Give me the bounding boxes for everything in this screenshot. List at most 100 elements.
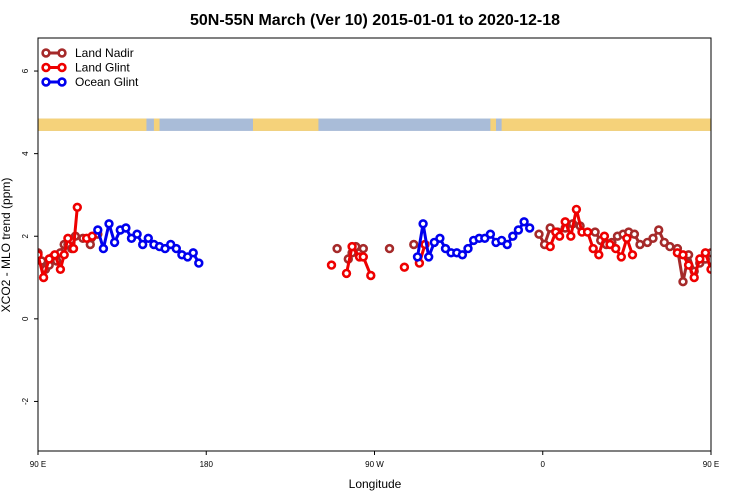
data-point <box>616 252 626 262</box>
legend-marker <box>57 62 67 73</box>
data-point <box>741 243 748 250</box>
data-point <box>678 250 688 260</box>
data-point <box>524 223 535 233</box>
data-point <box>341 268 352 279</box>
data-point <box>384 243 395 254</box>
y-axis: -2 0 2 4 6 <box>21 68 38 405</box>
data-point <box>72 202 83 213</box>
data-point <box>590 227 600 237</box>
legend-item: Ocean Glint <box>41 75 139 89</box>
data-point <box>545 241 555 252</box>
data-point <box>730 233 737 240</box>
x-tick-label: 90 E <box>30 460 46 469</box>
data-point <box>534 229 544 239</box>
legend-marker <box>41 62 51 73</box>
data-point <box>485 229 496 239</box>
legend-label: Land Glint <box>75 61 130 75</box>
data-point <box>665 241 675 252</box>
data-point <box>713 237 720 244</box>
data-point <box>50 250 60 260</box>
data-point <box>599 231 610 241</box>
data-point <box>554 231 565 241</box>
data-point <box>104 219 114 229</box>
data-point <box>409 239 419 250</box>
series-line <box>743 226 750 249</box>
x-tick-label: 180 <box>200 460 214 469</box>
y-tick-label: 6 <box>21 68 30 73</box>
map-strip-land <box>490 118 497 131</box>
data-point <box>724 247 731 254</box>
data-point <box>683 260 694 270</box>
data-point <box>435 233 445 244</box>
data-point <box>689 272 699 283</box>
data-point <box>588 243 598 254</box>
data-point <box>132 229 142 239</box>
data-point <box>739 229 746 236</box>
data-point <box>594 250 604 260</box>
data-point <box>121 223 131 233</box>
map-strip-land <box>38 118 147 131</box>
x-tick-label: 90 W <box>365 460 384 469</box>
data-point <box>399 262 410 272</box>
data-point <box>98 243 109 254</box>
data-point <box>358 243 368 254</box>
data-point <box>566 231 576 241</box>
data-point <box>678 277 688 287</box>
data-point <box>502 239 512 250</box>
data-point <box>508 231 518 241</box>
data-point <box>627 250 638 260</box>
data-point <box>59 250 69 260</box>
legend-marker <box>41 77 51 87</box>
data-point <box>424 252 434 262</box>
y-tick-label: 4 <box>21 151 30 156</box>
data-point <box>719 241 726 248</box>
x-tick-label: 90 E <box>703 460 719 469</box>
data-point <box>463 243 473 254</box>
data-point <box>38 250 43 260</box>
data-point <box>138 239 148 250</box>
data-point <box>93 225 103 235</box>
chart-title: 50N-55N March (Ver 10) 2015-01-01 to 202… <box>190 12 560 29</box>
data-point <box>629 229 640 239</box>
series-ocean-glint <box>93 217 750 268</box>
data-point <box>358 252 368 262</box>
map-strip <box>38 118 711 131</box>
data-point <box>695 254 705 264</box>
series-layer <box>38 202 750 287</box>
data-point <box>513 225 524 235</box>
series-land-glint <box>38 202 731 283</box>
data-point <box>457 250 468 260</box>
y-tick-label: 2 <box>21 233 30 238</box>
map-strip-land <box>501 118 711 131</box>
data-point <box>171 243 182 254</box>
y-axis-label: XCO2 - MLO trend (ppm) <box>0 178 13 313</box>
data-point <box>745 245 750 252</box>
x-axis-label: Longitude <box>349 477 402 491</box>
legend-item: Land Nadir <box>41 46 134 60</box>
data-point <box>109 237 120 248</box>
legend-label: Ocean Glint <box>75 75 139 89</box>
y-tick-label: 0 <box>21 316 30 321</box>
data-point <box>648 233 658 244</box>
data-point <box>622 233 632 244</box>
data-point <box>326 260 337 270</box>
data-point <box>635 239 645 250</box>
legend-marker <box>57 48 67 58</box>
data-point <box>188 248 198 258</box>
data-point <box>194 258 204 268</box>
data-point <box>412 252 423 262</box>
data-point <box>724 204 731 211</box>
legend-marker <box>57 77 67 87</box>
data-point <box>38 272 49 283</box>
data-point <box>87 231 97 241</box>
data-point <box>347 241 357 252</box>
legend-item: Land Glint <box>41 61 130 75</box>
series-line <box>548 207 634 259</box>
map-strip-land <box>252 118 319 131</box>
data-point <box>582 227 593 237</box>
data-point <box>736 235 743 242</box>
legend-marker <box>41 48 51 58</box>
map-strip-land <box>153 118 160 131</box>
legend-label: Land Nadir <box>75 46 134 60</box>
